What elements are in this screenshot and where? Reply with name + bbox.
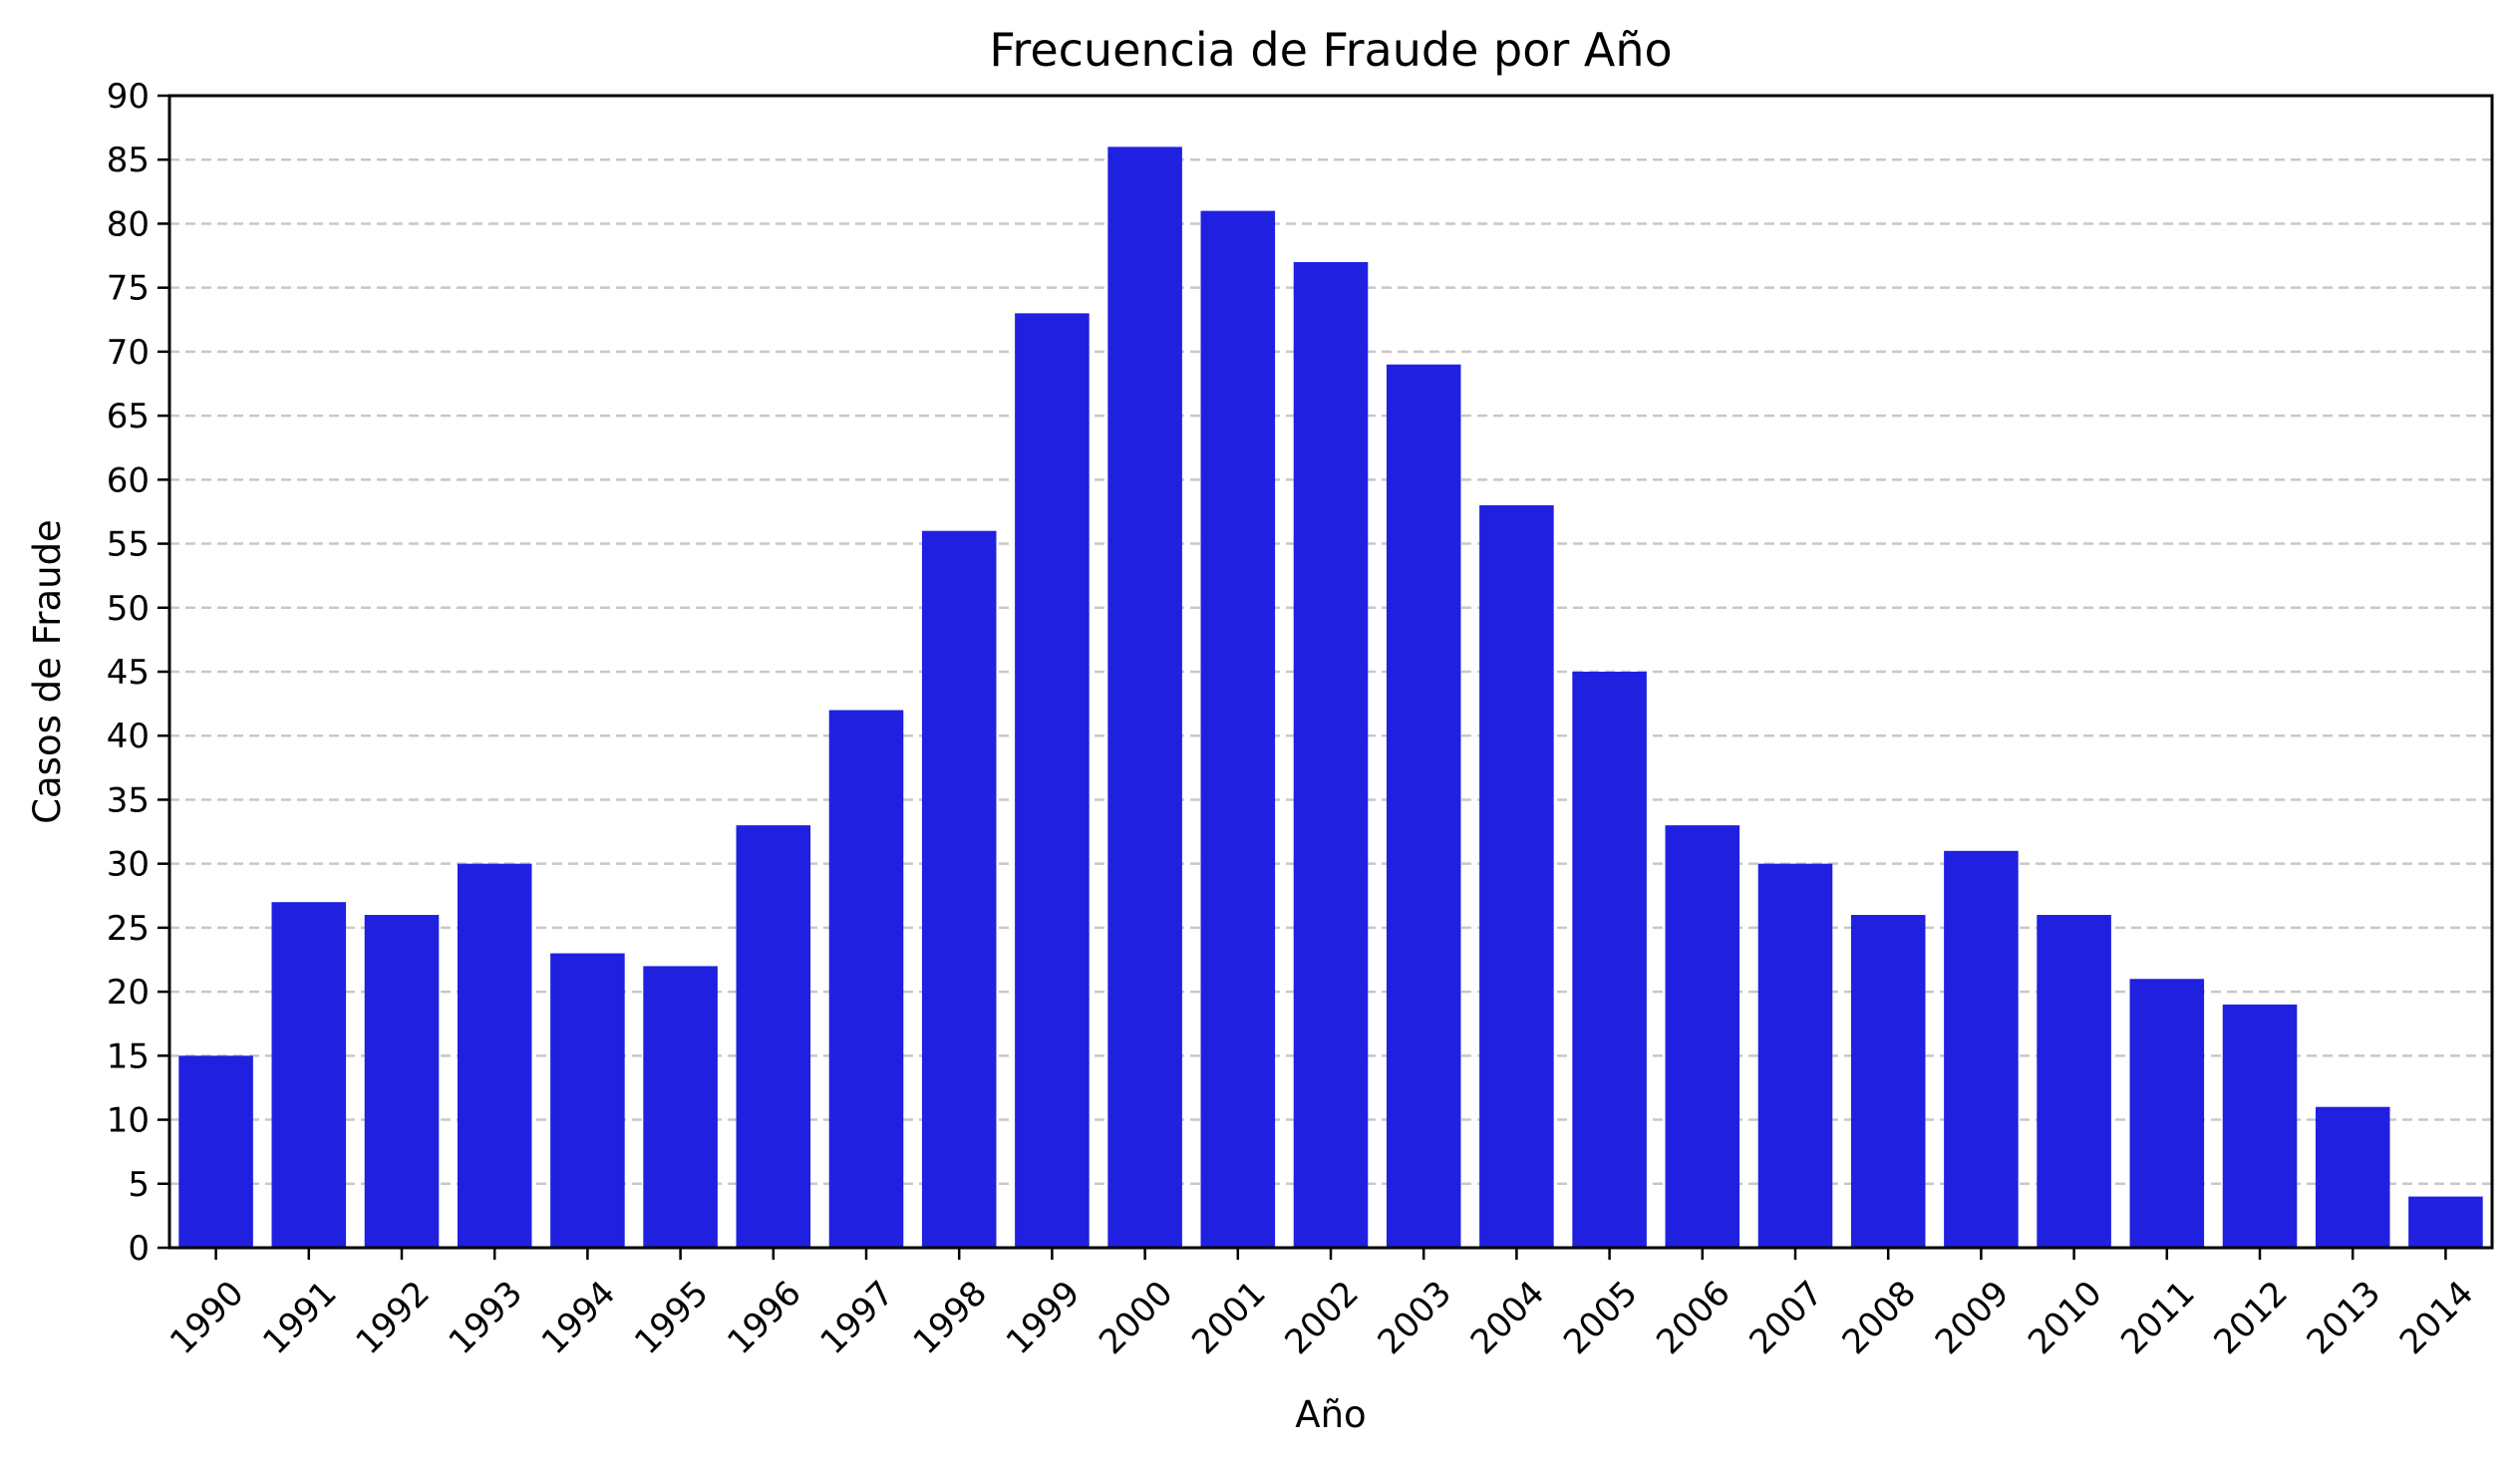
- bar-2009: [1944, 850, 2019, 1248]
- bar-1999: [1015, 313, 1090, 1248]
- y-tick-label: 75: [107, 269, 150, 309]
- bars: [178, 146, 2483, 1249]
- bar-2005: [1572, 672, 1647, 1248]
- y-tick-label: 25: [107, 909, 150, 949]
- y-tick-label: 50: [107, 589, 150, 629]
- chart-title: Frecuencia de Fraude por Año: [989, 23, 1672, 77]
- y-axis-label: Casos de Fraude: [26, 519, 69, 824]
- bar-2002: [1293, 261, 1369, 1248]
- y-tick-label: 70: [107, 333, 150, 373]
- bar-2004: [1479, 505, 1554, 1248]
- y-tick-label: 5: [128, 1165, 150, 1205]
- bar-2000: [1107, 146, 1182, 1248]
- bar-1994: [550, 953, 625, 1248]
- y-axis-ticks: 0 5 10 15 20 25 30 35 40 45 50 55 60 65 70 75 80 85 90: [107, 77, 169, 1269]
- y-tick-label: 10: [107, 1101, 150, 1141]
- bar-2012: [2222, 1004, 2298, 1248]
- bar-1991: [271, 902, 347, 1248]
- y-tick-label: 65: [107, 397, 150, 437]
- bar-1998: [921, 530, 997, 1248]
- bar-1990: [178, 1055, 253, 1248]
- y-tick-label: 45: [107, 653, 150, 693]
- bar-1995: [643, 966, 718, 1248]
- bar-2003: [1386, 364, 1461, 1248]
- bar-1996: [736, 825, 811, 1248]
- y-tick-label: 0: [128, 1229, 150, 1269]
- y-tick-label: 40: [107, 717, 150, 756]
- y-tick-label: 90: [107, 77, 150, 117]
- y-tick-label: 55: [107, 525, 150, 565]
- bar-2011: [2129, 979, 2205, 1248]
- bar-1997: [828, 710, 904, 1248]
- y-tick-label: 80: [107, 204, 150, 244]
- bar-1993: [457, 863, 532, 1248]
- y-tick-label: 30: [107, 845, 150, 885]
- bar-2014: [2408, 1196, 2483, 1248]
- bar-2007: [1757, 863, 1833, 1248]
- y-tick-label: 85: [107, 141, 150, 180]
- bar-2010: [2037, 915, 2111, 1248]
- y-tick-label: 20: [107, 973, 150, 1013]
- bar-2013: [2315, 1106, 2390, 1248]
- bar-1992: [364, 915, 440, 1248]
- y-tick-label: 35: [107, 780, 150, 820]
- x-axis-label: Año: [1295, 1393, 1366, 1436]
- bar-2001: [1200, 210, 1276, 1249]
- bar-2006: [1665, 825, 1740, 1248]
- y-tick-label: 15: [107, 1036, 150, 1076]
- bar-2008: [1850, 915, 1926, 1248]
- y-tick-label: 60: [107, 460, 150, 500]
